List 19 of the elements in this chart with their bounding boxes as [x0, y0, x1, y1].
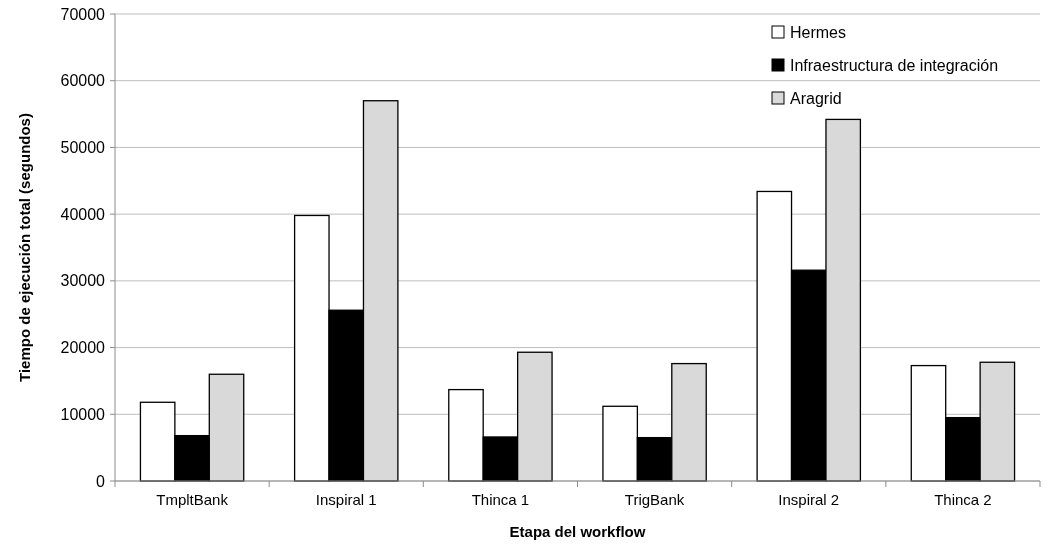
y-axis-title: Tiempo de ejecución total (segundos) [16, 113, 33, 382]
y-tick-label: 20000 [60, 339, 106, 357]
y-tick-label: 10000 [60, 405, 106, 423]
x-tick-label: TmpltBank [156, 491, 229, 508]
x-tick-label: Thinca 2 [934, 491, 992, 508]
legend-label: Aragrid [790, 89, 842, 107]
y-tick-label: 30000 [60, 272, 106, 290]
x-tick-label: Inspiral 1 [315, 491, 377, 508]
legend-label: Infraestructura de integración [790, 56, 999, 74]
y-tick-label: 60000 [60, 72, 106, 90]
y-tick-label: 70000 [60, 5, 106, 23]
x-tick-label: Thinca 1 [471, 491, 530, 508]
y-tick-label: 40000 [60, 205, 106, 223]
x-tick-label: Inspiral 2 [778, 491, 840, 508]
x-tick-label: TrigBank [624, 491, 685, 508]
legend-label: Hermes [790, 23, 847, 41]
y-tick-label: 50000 [60, 139, 106, 157]
y-tick-label: 0 [96, 472, 106, 490]
x-axis-title: Etapa del workflow [509, 523, 646, 540]
